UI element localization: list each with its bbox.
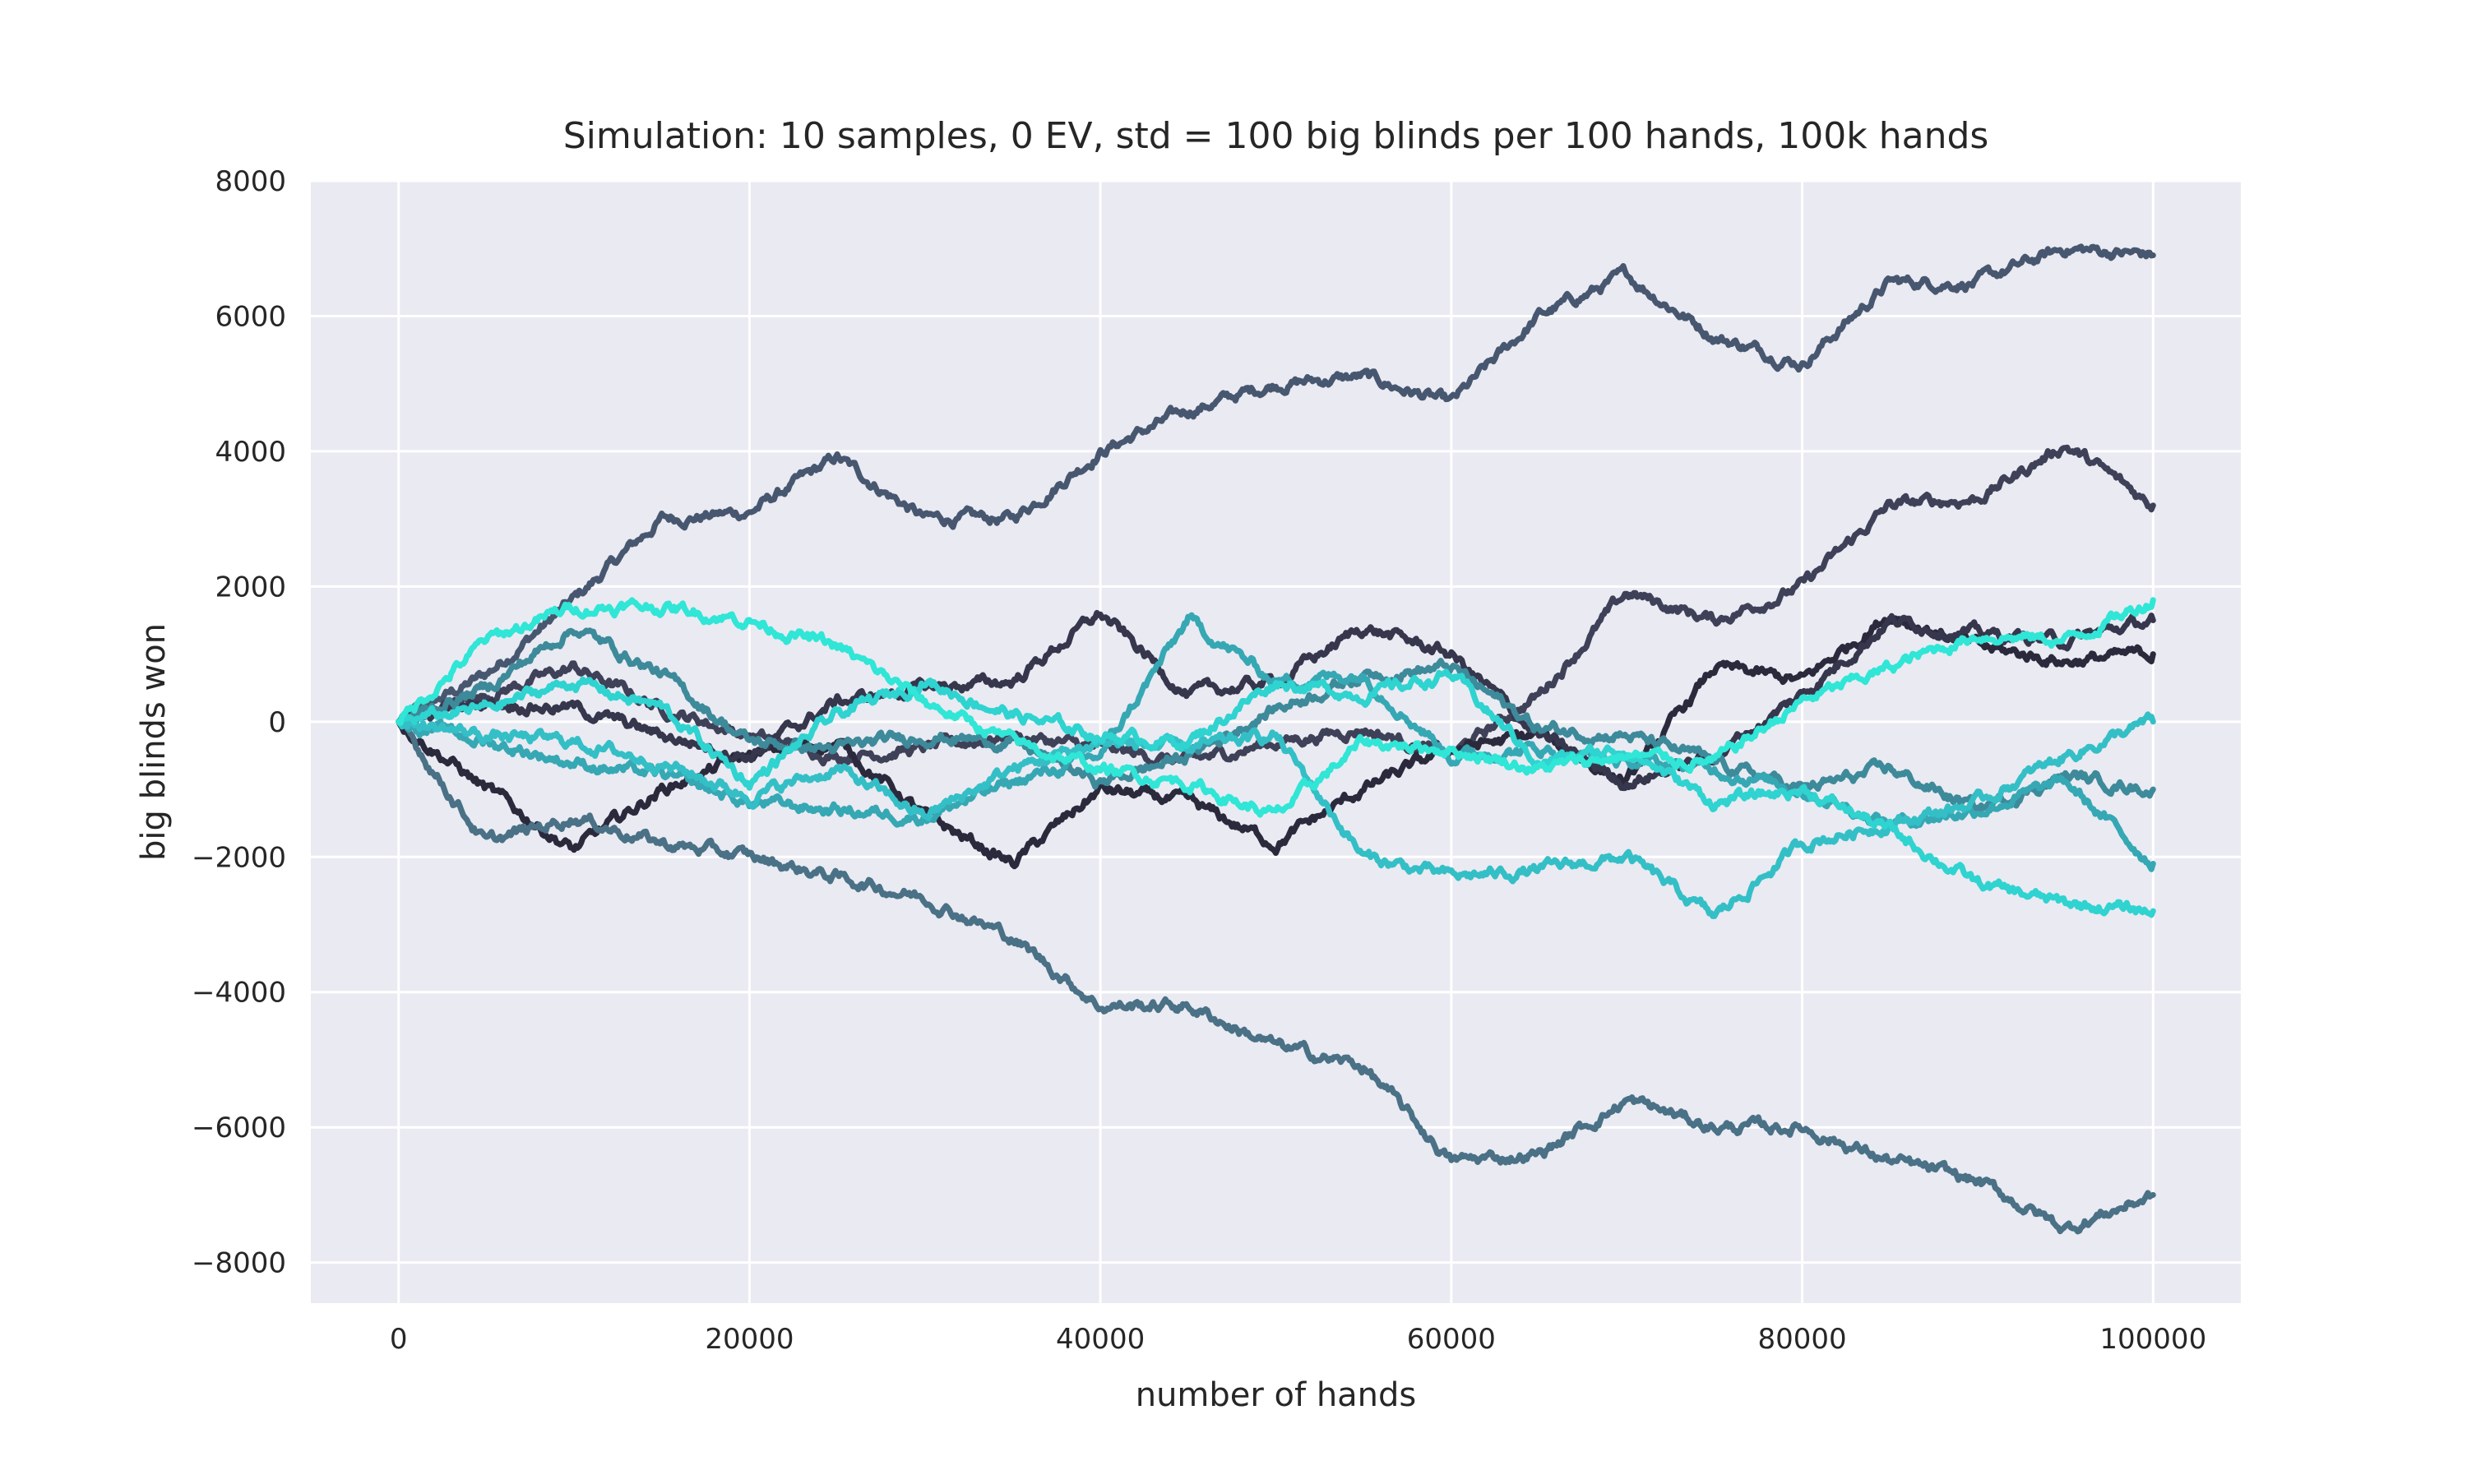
series-line-8	[396, 668, 2156, 918]
series-lines	[396, 243, 2156, 1235]
x-tick-label-1: 20000	[705, 1323, 794, 1356]
series-line-9	[396, 597, 2156, 818]
y-tick-label-2: −4000	[192, 977, 286, 1010]
x-tick-labels: 0 20000 40000 60000 80000 100000	[390, 1323, 2206, 1356]
y-tick-label-1: −6000	[192, 1112, 286, 1144]
series-line-0	[396, 243, 2156, 725]
plot-background	[311, 181, 2241, 1303]
y-tick-labels: −8000 −6000 −4000 −2000 0 2000 4000 6000 8000	[192, 165, 286, 1280]
y-tick-label-3: −2000	[192, 841, 286, 874]
series-line-7	[396, 711, 2156, 919]
series-line-4	[396, 716, 2156, 1235]
series-line-5	[396, 627, 2156, 813]
y-tick-label-5: 2000	[215, 571, 286, 603]
chart-title: Simulation: 10 samples, 0 EV, std = 100 …	[563, 115, 1989, 157]
series-line-1	[396, 444, 2156, 768]
x-tick-label-3: 60000	[1407, 1323, 1496, 1356]
x-tick-label-2: 40000	[1056, 1323, 1145, 1356]
y-tick-label-6: 4000	[215, 436, 286, 469]
y-tick-label-0: −8000	[192, 1247, 286, 1280]
x-tick-label-5: 100000	[2099, 1323, 2206, 1356]
y-tick-label-7: 6000	[215, 300, 286, 333]
y-axis-label: big blinds won	[135, 623, 173, 861]
y-tick-label-8: 8000	[215, 165, 286, 198]
y-tick-label-4: 0	[268, 706, 286, 739]
x-axis-label: number of hands	[1136, 1376, 1417, 1414]
x-tick-label-0: 0	[390, 1323, 408, 1356]
x-tick-label-4: 80000	[1758, 1323, 1847, 1356]
